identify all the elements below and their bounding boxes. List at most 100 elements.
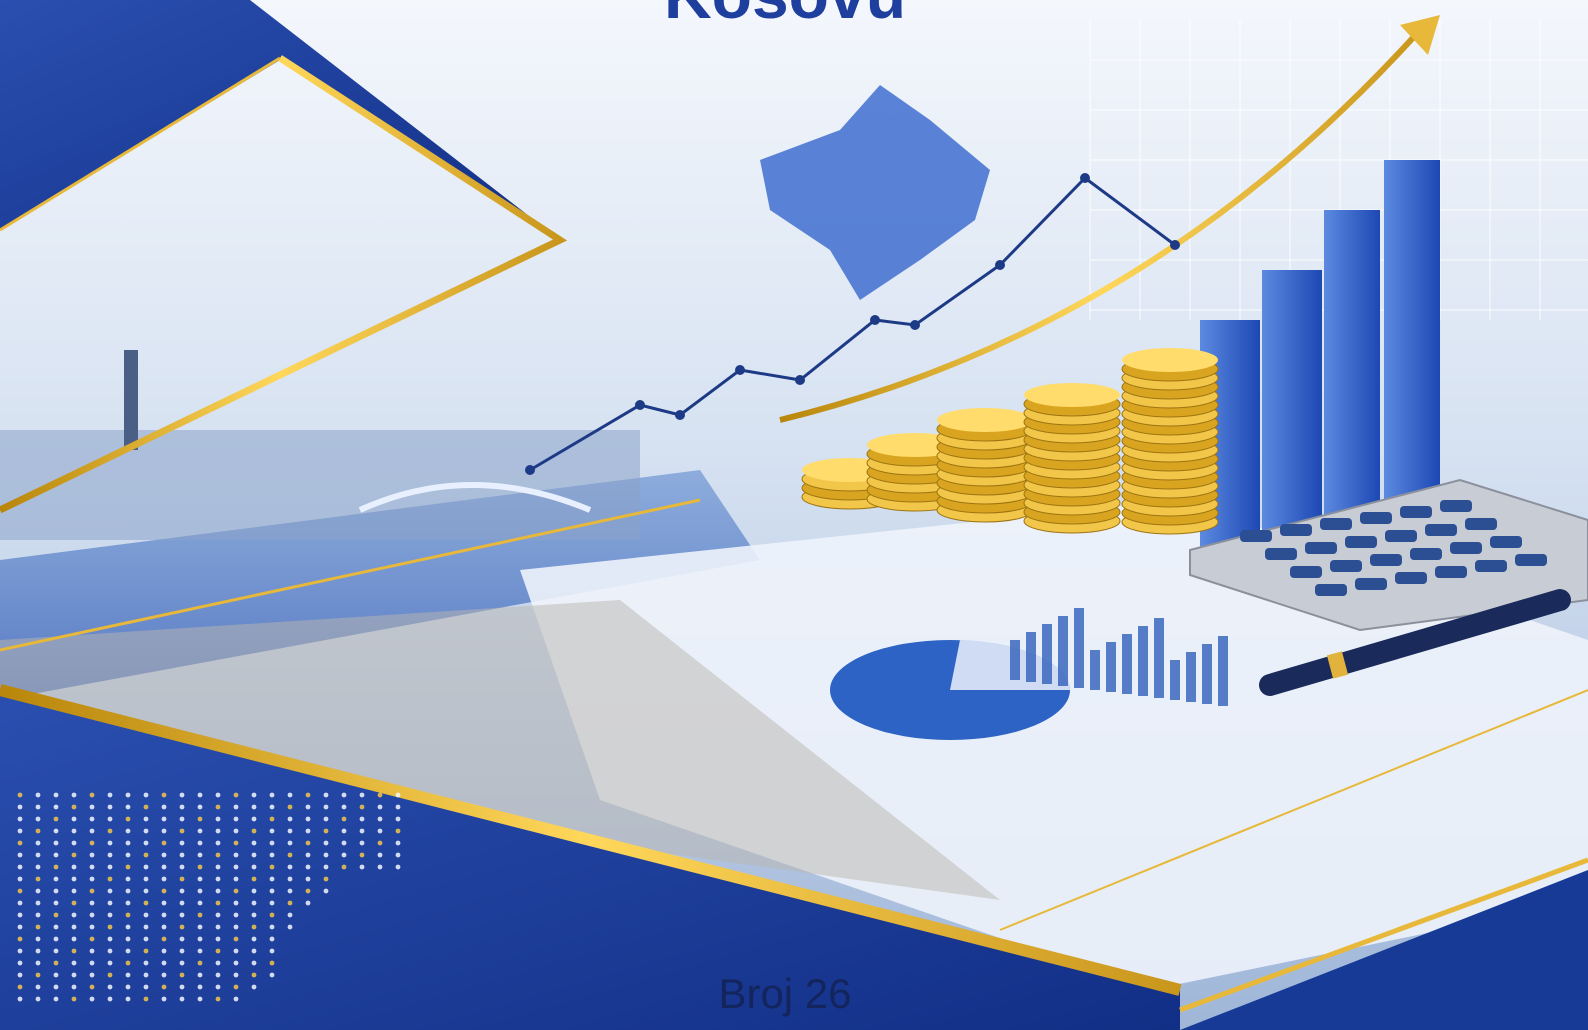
dot	[143, 996, 149, 1002]
dot	[17, 948, 23, 954]
dot	[161, 840, 167, 846]
paper-bar	[1074, 608, 1084, 688]
dot	[125, 876, 131, 882]
key	[1320, 518, 1352, 530]
key	[1290, 566, 1322, 578]
dot	[35, 996, 41, 1002]
dot	[161, 948, 167, 954]
bottom-band-right	[1180, 870, 1588, 1030]
dot	[125, 984, 131, 990]
dot	[305, 840, 311, 846]
dot	[17, 996, 23, 1002]
dot	[287, 888, 293, 894]
map	[760, 85, 990, 300]
dot	[53, 840, 59, 846]
dot	[305, 876, 311, 882]
dot	[233, 840, 239, 846]
dot	[71, 900, 77, 906]
dot	[179, 948, 185, 954]
dot	[233, 972, 239, 978]
dot	[71, 936, 77, 942]
dot	[269, 864, 275, 870]
dot	[53, 864, 59, 870]
dot	[179, 960, 185, 966]
dot	[269, 924, 275, 930]
dot	[251, 804, 257, 810]
dot	[215, 912, 221, 918]
dot	[143, 924, 149, 930]
dot	[17, 912, 23, 918]
dot	[179, 888, 185, 894]
dot	[35, 804, 41, 810]
dot	[143, 828, 149, 834]
dot	[17, 900, 23, 906]
dot	[233, 888, 239, 894]
dot	[143, 852, 149, 858]
dot	[35, 852, 41, 858]
dot	[35, 840, 41, 846]
dot	[89, 948, 95, 954]
dot	[125, 792, 131, 798]
dot	[89, 876, 95, 882]
dot	[17, 984, 23, 990]
dot	[269, 840, 275, 846]
dot	[179, 840, 185, 846]
key	[1410, 548, 1442, 560]
dot	[179, 924, 185, 930]
dot	[341, 816, 347, 822]
dot	[215, 828, 221, 834]
dot	[269, 852, 275, 858]
key	[1400, 506, 1432, 518]
trend-line	[529, 176, 1176, 472]
dot	[143, 840, 149, 846]
dot	[35, 792, 41, 798]
dot	[305, 888, 311, 894]
dot	[287, 816, 293, 822]
paper-bar	[1026, 632, 1036, 682]
pen	[1259, 589, 1571, 696]
dot	[251, 840, 257, 846]
dot	[251, 948, 257, 954]
paper-bar	[1042, 624, 1052, 684]
paper-bar	[1058, 616, 1068, 686]
dot	[215, 960, 221, 966]
dot	[251, 912, 257, 918]
dot	[143, 792, 149, 798]
bottom-band	[0, 690, 1180, 1030]
dot	[215, 864, 221, 870]
dot	[107, 864, 113, 870]
key	[1280, 524, 1312, 536]
dot	[53, 960, 59, 966]
dot	[197, 972, 203, 978]
key	[1395, 572, 1427, 584]
paper-bar	[1154, 618, 1164, 698]
dot	[287, 804, 293, 810]
dot	[269, 960, 275, 966]
dot	[179, 864, 185, 870]
dot	[35, 828, 41, 834]
dot	[71, 972, 77, 978]
dot	[107, 960, 113, 966]
dot	[17, 972, 23, 978]
dot	[215, 840, 221, 846]
dot	[251, 936, 257, 942]
dot	[269, 912, 275, 918]
dot	[197, 984, 203, 990]
dot	[179, 996, 185, 1002]
dot	[323, 852, 329, 858]
dot	[125, 864, 131, 870]
paper-bar	[1170, 660, 1180, 700]
trend-point	[1080, 173, 1090, 183]
dot	[233, 924, 239, 930]
dot	[287, 912, 293, 918]
dot	[359, 840, 365, 846]
dot	[269, 948, 275, 954]
dot	[161, 828, 167, 834]
dot	[17, 840, 23, 846]
dot	[323, 828, 329, 834]
dot	[161, 912, 167, 918]
dot	[161, 888, 167, 894]
dot	[197, 828, 203, 834]
dot	[89, 936, 95, 942]
